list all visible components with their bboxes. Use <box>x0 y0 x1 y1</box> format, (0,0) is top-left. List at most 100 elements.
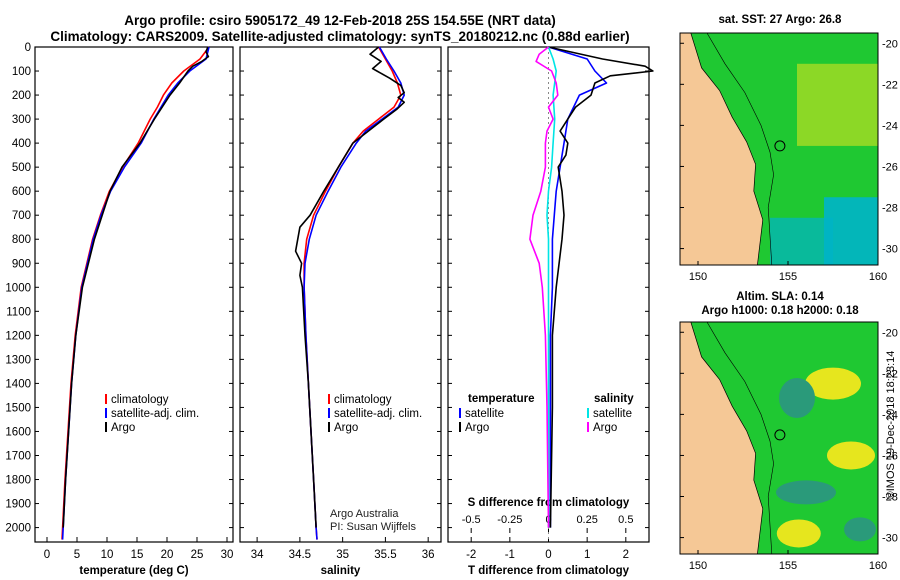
salinity-panel: 34 34.5 35 35.5 36 salinity <box>239 46 442 577</box>
sla-map-title-line1: Altim. SLA: 0.14 <box>736 291 824 303</box>
depth-tick-label: 500 <box>12 162 31 174</box>
depth-tick-label: 1400 <box>5 378 31 390</box>
g-map2-lat-label: -20 <box>882 327 898 339</box>
depth-tick-label: 1600 <box>5 426 31 438</box>
g-map2-low-patch <box>844 517 876 542</box>
depth-tick-label: 0 <box>25 42 31 54</box>
depth-tick-label: 600 <box>12 186 31 198</box>
diff-xtick-label: 2 <box>623 549 629 561</box>
diff-legend-t-label-satellite: satellite <box>465 408 504 420</box>
g-map2-lon-label: 155 <box>779 560 797 572</box>
sal-xtick-label: 35 <box>336 549 349 561</box>
copyright-stamp: ©IMOS 19-Dec-2018 18:23:14 <box>885 351 897 500</box>
depth-tick-label: 300 <box>12 114 31 126</box>
diff-series-salinity-satellite <box>546 46 558 528</box>
temp-legend-label-argo: Argo <box>111 422 135 434</box>
g-map1-cool-patch <box>770 217 833 265</box>
g-map2-lat-label: -26 <box>882 450 898 462</box>
salinity-diff-tick-label: 0.25 <box>576 514 597 526</box>
diff-legend-temperature-heading: temperature <box>468 393 534 405</box>
g-map2-lat-label: -28 <box>882 492 898 504</box>
depth-tick-label: 1000 <box>5 282 31 294</box>
depth-tick-label: 1800 <box>5 475 31 487</box>
depth-tick-label: 100 <box>12 66 31 78</box>
temp-series-satellite-adj-clim <box>61 46 210 540</box>
diff-xtick-label: -2 <box>466 549 476 561</box>
temp-legend-label-climatology: climatology <box>111 394 169 406</box>
figure-title-line2: Climatology: CARS2009. Satellite-adjuste… <box>50 29 630 44</box>
diff-legend-s-label-argo: Argo <box>593 422 617 434</box>
temperature-panel: 0100200300400500600700800900100011001200… <box>5 42 234 577</box>
sal-series-satellite-adj-clim <box>303 46 406 540</box>
temp-legend-label-satellite-adj-clim: satellite-adj. clim. <box>111 408 199 420</box>
temp-frame <box>34 46 234 543</box>
g-map2-profile-marker <box>774 429 786 441</box>
temp-xtick-label: 25 <box>191 549 204 561</box>
temp-xlabel: temperature (deg C) <box>79 565 188 577</box>
g-map1-lat-label: -22 <box>882 79 898 91</box>
g-map2-high-patch <box>776 519 821 548</box>
difference-panel: -2 -1 0 1 2 T difference from climatology -0.5… <box>447 46 654 577</box>
sal-xtick-label: 35.5 <box>374 549 396 561</box>
g-map2-frame <box>679 321 879 555</box>
sst-map-title: sat. SST: 27 Argo: 26.8 <box>718 14 842 26</box>
g-map1-lat-label: -26 <box>882 161 898 173</box>
diff-series-temperature-argo <box>548 46 654 528</box>
credit-line2: PI: Susan Wijffels <box>330 521 416 533</box>
g-map2-low-patch <box>776 480 836 505</box>
depth-tick-label: 1500 <box>5 402 31 414</box>
sal-legend-label-argo: Argo <box>334 422 358 434</box>
temp-xtick-label: 30 <box>221 549 234 561</box>
depth-tick-label: 1700 <box>5 450 31 462</box>
temp-xtick-label: 20 <box>161 549 174 561</box>
diff-xtick-label: 1 <box>584 549 590 561</box>
diff-xlabel: T difference from climatology <box>468 565 630 577</box>
g-map2-high-patch <box>827 441 875 470</box>
sst-map: -20 -22 -24 -26 -28 -30 150 155 160 <box>679 32 898 283</box>
g-map1-lon-label: 150 <box>689 271 707 283</box>
depth-tick-label: 1300 <box>5 354 31 366</box>
diff-legend-s-label-satellite: satellite <box>593 408 632 420</box>
salinity-diff-tick-label: -0.25 <box>497 514 522 526</box>
diff-legend-salinity-heading: salinity <box>594 393 634 405</box>
g-map2-lat-label: -30 <box>882 533 898 545</box>
g-map1-lat-label: -24 <box>882 120 898 132</box>
sla-map-title-line2: Argo h1000: 0.18 h2000: 0.18 <box>701 305 859 317</box>
depth-tick-label: 200 <box>12 90 31 102</box>
diff-series-salinity-argo <box>529 46 559 528</box>
credit-line1: Argo Australia <box>330 508 399 520</box>
g-map1-lat-label: -28 <box>882 203 898 215</box>
g-map1-profile-marker <box>774 140 786 152</box>
sal-xlabel: salinity <box>321 565 361 577</box>
diff-xtick-label: -1 <box>505 549 515 561</box>
sal-series-argo <box>294 46 406 528</box>
temp-xtick-label: 10 <box>101 549 114 561</box>
g-map1-lat-label: -20 <box>882 38 898 50</box>
diff-xtick-label: 0 <box>545 549 551 561</box>
depth-tick-label: 1100 <box>6 306 31 318</box>
g-map1-lon-label: 155 <box>779 271 797 283</box>
g-map1-lat-label: -30 <box>882 244 898 256</box>
sal-legend-label-satellite-adj-clim: satellite-adj. clim. <box>334 408 422 420</box>
sal-xtick-label: 36 <box>422 549 435 561</box>
sal-xtick-label: 34 <box>251 549 264 561</box>
g-map2-depth-contour <box>706 321 774 555</box>
g-map2-lat-label: -22 <box>882 368 898 380</box>
temp-xtick-label: 5 <box>74 549 80 561</box>
salinity-diff-tick-label: -0.5 <box>462 514 481 526</box>
depth-tick-label: 900 <box>12 258 31 270</box>
g-map2-lon-label: 150 <box>689 560 707 572</box>
temp-series-climatology <box>61 46 210 540</box>
depth-tick-label: 1200 <box>5 330 31 342</box>
diff-legend-t-label-argo: Argo <box>465 422 489 434</box>
sal-xtick-label: 34.5 <box>289 549 311 561</box>
sal-legend-label-climatology: climatology <box>334 394 392 406</box>
stamp-container: ©IMOS 19-Dec-2018 18:23:14 <box>885 351 897 500</box>
sla-map: -20 -22 -24 -26 -28 -30 150 155 160 <box>679 321 898 572</box>
g-map2-lon-label: 160 <box>869 560 887 572</box>
depth-tick-label: 2000 <box>5 523 31 535</box>
sal-frame <box>239 46 442 543</box>
g-map2-lat-label: -24 <box>882 409 898 421</box>
temp-series-argo <box>62 46 210 528</box>
